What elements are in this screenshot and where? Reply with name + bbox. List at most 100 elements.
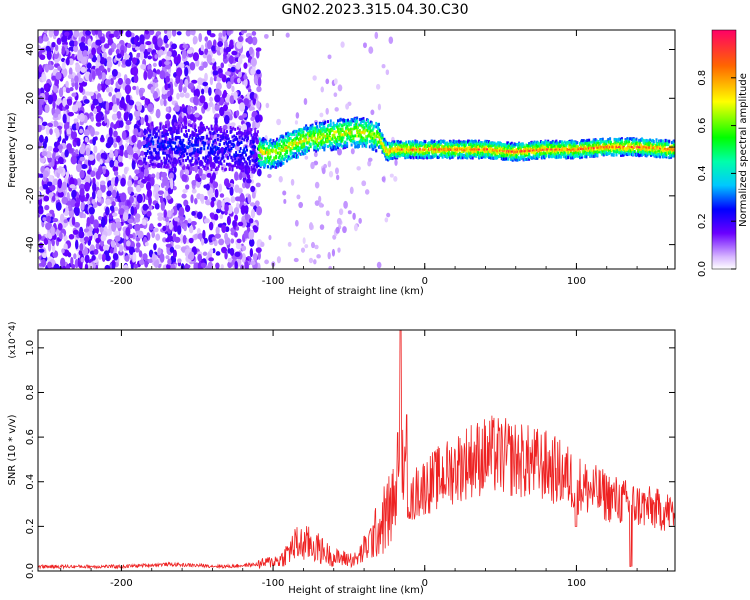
- spectrogram-cell: [209, 131, 212, 135]
- spectrogram-cell: [216, 152, 219, 156]
- spectrogram-cell: [496, 151, 499, 155]
- spectrogram-cell: [162, 144, 165, 148]
- spectrogram-cell: [149, 223, 154, 231]
- spectrogram-cell: [217, 146, 220, 150]
- spectrogram-cell: [185, 152, 188, 156]
- spectrogram-cell: [170, 157, 173, 161]
- spectrogram-cell: [230, 238, 235, 244]
- spectrogram-cell: [151, 158, 154, 162]
- spectrogram-cell: [100, 134, 104, 141]
- spectrogram-cell: [216, 167, 219, 171]
- spectrogram-cell: [277, 147, 280, 151]
- spectrogram-cell: [80, 257, 85, 263]
- spectrogram-cell: [148, 164, 151, 168]
- spectrogram-cell: [234, 214, 239, 222]
- spectrogram-cell: [337, 148, 342, 156]
- spectrogram-cell: [214, 233, 221, 239]
- spectrogram-cell: [144, 114, 149, 123]
- spectrogram-cell: [250, 208, 256, 219]
- spectrogram-cell: [324, 120, 327, 124]
- spectrogram-cell: [214, 113, 220, 119]
- spectrogram-cell: [230, 164, 233, 168]
- spectrogram-cell: [114, 235, 121, 242]
- spectrogram-cell: [319, 112, 324, 118]
- spectrogram-cell: [139, 43, 146, 53]
- spectrogram-cell: [110, 177, 115, 188]
- spectrogram-cell: [269, 155, 272, 159]
- spectrogram-cell: [134, 247, 140, 253]
- spectrogram-cell: [245, 153, 248, 157]
- spectrogram-cell: [113, 170, 119, 176]
- spectrogram-cell: [111, 189, 117, 199]
- spectrogram-cell: [161, 162, 164, 166]
- spectrogram-cell: [374, 31, 379, 40]
- spectrogram-cell: [113, 123, 118, 130]
- spectrogram-cell: [74, 239, 79, 250]
- spectrogram-cell: [493, 156, 496, 160]
- spectrogram-cell: [424, 140, 427, 144]
- spectrogram-cell: [142, 253, 148, 261]
- spectrogram-cell: [47, 242, 52, 252]
- spectrogram-cell: [52, 100, 56, 109]
- spectrogram-cell: [144, 30, 150, 35]
- spectrogram-cell: [214, 150, 217, 154]
- spectrogram-cell: [151, 121, 154, 125]
- spectrogram-cell: [233, 134, 236, 138]
- spectrogram-cell: [178, 206, 185, 217]
- spectrogram-cell: [336, 119, 339, 123]
- spectrogram-cell: [240, 140, 243, 144]
- spectrogram-cell: [292, 152, 295, 156]
- spectrogram-cell: [315, 122, 318, 126]
- spectrogram-cell: [186, 146, 189, 150]
- spectrogram-cell: [226, 30, 232, 36]
- spectrogram-cell: [131, 57, 138, 65]
- spectrogram-cell: [247, 169, 250, 173]
- spectrogram-cell: [177, 147, 180, 151]
- spectrogram-cell: [143, 160, 146, 164]
- spectrogram-cell: [358, 129, 361, 133]
- spectrogram-cell: [343, 123, 346, 127]
- spectrogram-cell: [214, 145, 217, 149]
- spectrogram-cell: [268, 234, 272, 241]
- spectrogram-cell: [307, 138, 310, 142]
- spectrogram-cell: [329, 119, 332, 123]
- spectrogram-cell: [167, 235, 173, 241]
- spectrogram-cell: [57, 178, 63, 189]
- spectrogram-cell: [68, 67, 73, 76]
- spectrogram-cell: [441, 148, 444, 151]
- spectrogram-cell: [131, 66, 139, 77]
- spectrogram-cell: [88, 154, 95, 161]
- spectrogram-cell: [86, 216, 91, 227]
- spectrogram-cell: [94, 30, 99, 35]
- spectrogram-cell: [215, 129, 218, 133]
- spectrogram-cell: [65, 104, 70, 110]
- spectrogram-cell: [239, 153, 242, 157]
- spectrogram-cell: [241, 132, 244, 136]
- spectrogram-cell: [305, 133, 308, 137]
- spectrogram-cell: [179, 92, 185, 98]
- spectrogram-cell: [199, 151, 202, 155]
- spectrogram-cell: [52, 120, 59, 127]
- spectrogram-cell: [170, 127, 173, 131]
- spectrogram-cell: [298, 201, 304, 209]
- spectrogram-cell: [276, 160, 279, 164]
- spectrogram-cell: [84, 263, 89, 269]
- spectrogram-cell: [207, 137, 210, 141]
- spectrogram-cell: [333, 130, 336, 134]
- spectrogram-cell: [199, 131, 202, 135]
- spectrogram-cell: [168, 155, 171, 159]
- spectrogram-cell: [185, 132, 188, 136]
- spectrogram-cell: [134, 46, 140, 51]
- spectrogram-cell: [335, 226, 340, 234]
- spectrogram-cell: [215, 82, 222, 91]
- spectrogram-cell: [266, 165, 269, 169]
- spectrogram-cell: [80, 201, 85, 211]
- spectrogram-cell: [377, 123, 380, 127]
- spectrogram-cell: [333, 78, 338, 85]
- spectrogram-cell: [149, 130, 152, 134]
- spectrogram-cell: [153, 183, 160, 194]
- spectrogram-cell: [178, 136, 181, 140]
- spectrogram-cell: [212, 64, 217, 71]
- spectrogram-cell: [388, 142, 391, 146]
- spectrogram-cell: [111, 68, 118, 77]
